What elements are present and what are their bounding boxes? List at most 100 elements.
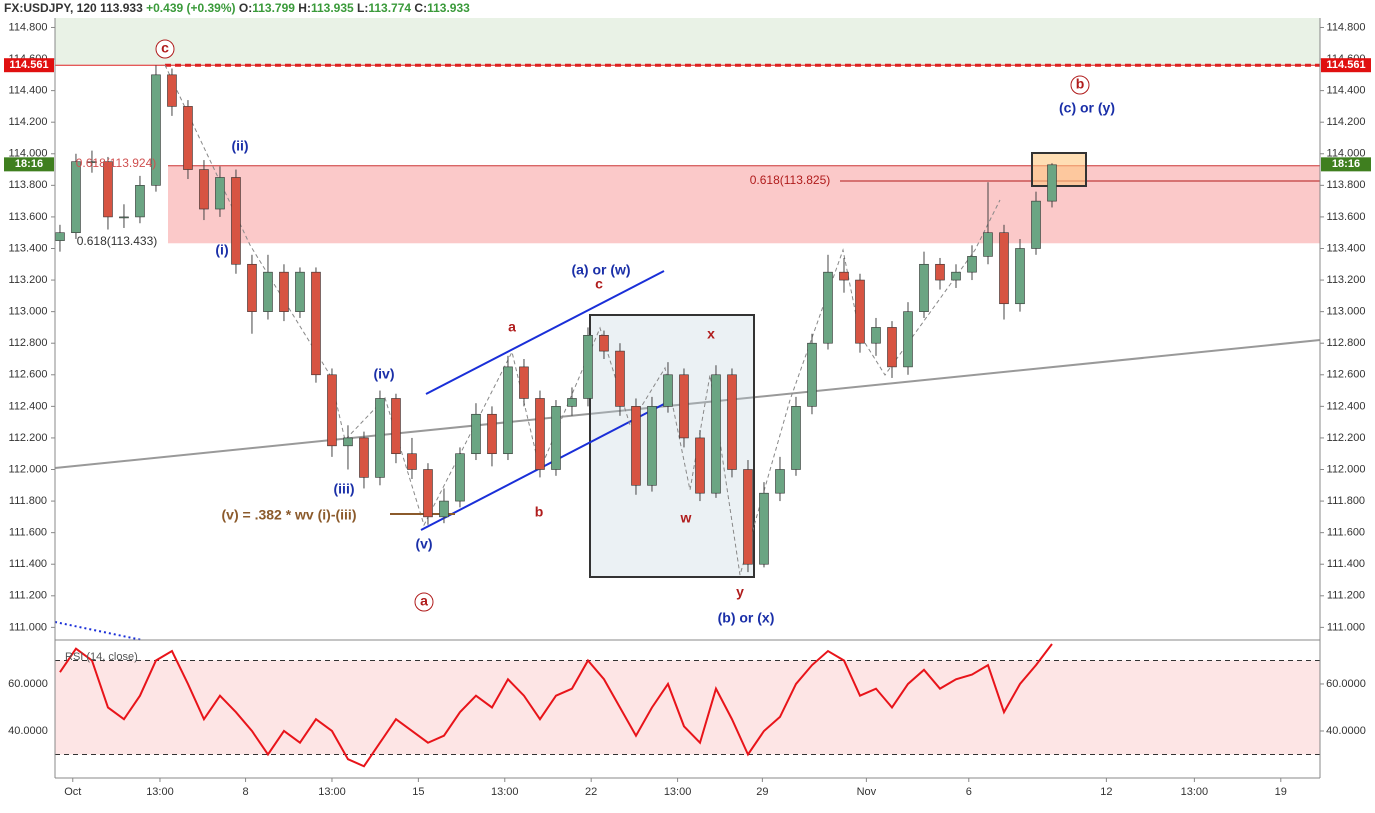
y-tick-label: 112.800 [1327,337,1366,349]
price-tag-label: 18:16 [15,158,43,170]
y-tick-label: 114.200 [1327,116,1366,128]
candle-body [599,335,609,352]
y-tick-label: 40.0000 [1326,725,1366,737]
y-tick-label: 114.400 [1327,85,1366,97]
candle-body [935,263,945,281]
candle-body [199,169,209,210]
y-tick-label: 113.000 [9,306,48,318]
candle-body [151,74,161,186]
candle-body [807,342,817,407]
x-tick-label: Oct [64,786,81,798]
candle-body [135,185,145,218]
candle-body [247,263,257,312]
candle-body [439,500,449,518]
dotted-line [54,621,143,641]
circle [155,39,175,59]
rsi-title: RSI (14, close) [65,651,138,663]
x-tick-label: 29 [756,786,768,798]
y-tick-label: 60.0000 [8,678,48,690]
candle-body [391,398,401,455]
circle [414,592,434,612]
candle-body [535,398,545,470]
candle-body [967,256,977,273]
fib-label: 0.618(113.433) [77,234,158,248]
y-tick-label: 113.400 [9,242,48,254]
price-tag [1321,157,1371,172]
y-tick-label: 112.800 [9,337,48,349]
annotation: (c) or (y) [1059,100,1115,116]
resistance-band [55,18,1320,66]
label: L: [357,1,368,15]
annotation: c [595,276,603,292]
y-tick-label: 111.200 [1327,590,1365,602]
y-tick-label: 113.200 [9,274,48,286]
annotation: b [535,504,544,520]
y-tick-label: 114.000 [9,148,48,160]
candle-body [519,366,529,399]
y-tick-label: 111.000 [1327,621,1365,633]
candle-body [871,327,881,344]
y-tick-label: 114.200 [9,116,48,128]
candle-body [583,335,593,399]
channel-line [425,270,665,395]
y-tick-label: 112.200 [1327,432,1366,444]
x-tick-label: 12 [1100,786,1112,798]
y-tick-label: 60.0000 [1326,678,1366,690]
wave-line [164,64,1001,576]
value: 113.774 [368,1,411,15]
annotation: y [736,584,744,600]
candle-body [103,161,113,218]
x-tick-label: 13:00 [146,786,174,798]
candle-body [167,74,177,107]
fib-label: 0.618(113.924) [76,156,157,170]
candle-body [983,232,993,257]
annotation: w [680,510,692,526]
y-tick-label: 112.000 [9,463,48,475]
annotation: (ii) [231,138,248,154]
rsi-band [55,660,1320,755]
candle-body [375,398,385,478]
price-tag [4,157,54,172]
y-tick-label: 112.200 [9,432,48,444]
y-tick-label: 113.400 [1327,242,1366,254]
x-tick-label: 6 [966,786,972,798]
candle-body [471,413,481,455]
y-tick-label: 114.800 [9,21,48,33]
x-tick-label: 15 [412,786,424,798]
y-tick-label: 111.600 [9,527,47,539]
price-tag-label: 18:16 [1332,158,1360,170]
x-tick-label: 13:00 [1181,786,1209,798]
fib-zone [168,165,1320,244]
value: 113.935 [311,1,354,15]
candle-body [279,271,289,312]
annotation: (v) [415,536,432,552]
candle-body [695,437,705,494]
candle-body [823,271,833,344]
candle-body [759,492,769,565]
price-tag [4,58,54,73]
candle-body [951,271,961,281]
y-tick-label: 111.800 [9,495,47,507]
annotation: x [707,326,715,342]
candle-body [855,279,865,344]
y-tick-label: 113.800 [1327,179,1366,191]
y-tick-label: 113.800 [9,179,48,191]
candle-body [743,469,753,565]
y-tick-label: 112.400 [9,400,48,412]
candle-body [551,406,561,470]
candle-body [567,398,577,407]
last: 113.933 [100,1,143,15]
annotation: c [161,40,169,56]
candle-body [631,406,641,486]
x-tick-label: Nov [857,786,877,798]
annotation: a [508,319,516,335]
candle-body [887,327,897,368]
y-tick-label: 113.200 [1327,274,1366,286]
candle-body [1015,248,1025,305]
x-tick-label: 13:00 [664,786,692,798]
y-tick-label: 114.800 [1327,21,1366,33]
value: 113.799 [252,1,295,15]
y-tick-label: 40.0000 [8,725,48,737]
